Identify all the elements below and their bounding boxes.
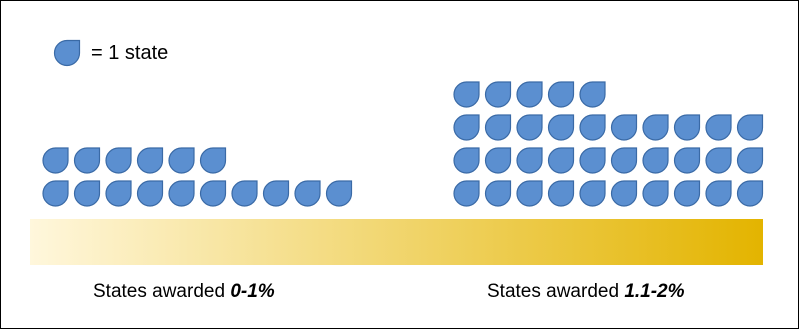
state-icon [453, 81, 480, 108]
legend-drop-icon [53, 39, 81, 67]
state-icon [168, 180, 195, 207]
state-icon [453, 114, 480, 141]
gradient-bar [30, 219, 763, 265]
state-icon [516, 180, 543, 207]
icon-group-0 [42, 147, 353, 207]
state-icon [73, 147, 101, 174]
state-icon [516, 147, 543, 174]
state-icon [516, 114, 543, 141]
state-icon [610, 180, 638, 207]
state-icon [516, 81, 543, 108]
state-icon [325, 180, 353, 207]
state-icon [42, 147, 69, 174]
state-icon [579, 180, 606, 207]
state-icon [547, 114, 575, 141]
state-icon [231, 180, 258, 207]
state-icon [484, 147, 512, 174]
state-icon [294, 180, 321, 207]
state-icon [673, 147, 701, 174]
legend: = 1 state [53, 38, 168, 68]
state-icon [168, 147, 195, 174]
state-icon [262, 180, 290, 207]
state-icon [736, 114, 764, 141]
icon-group-1 [453, 81, 764, 207]
state-icon [579, 114, 606, 141]
state-icon [673, 180, 701, 207]
state-icon [484, 81, 512, 108]
state-icon [105, 180, 132, 207]
state-icon [547, 180, 575, 207]
state-icon [136, 180, 164, 207]
state-icon [484, 180, 512, 207]
state-icon [642, 180, 669, 207]
state-icon [610, 114, 638, 141]
state-icon [673, 114, 701, 141]
legend-label: = 1 state [91, 41, 169, 64]
state-icon [484, 114, 512, 141]
state-icon [705, 147, 732, 174]
state-icon [136, 147, 164, 174]
icon-groups [42, 81, 764, 207]
category-label-1: States awarded 1.1-2% [487, 281, 685, 302]
state-icon [642, 147, 669, 174]
state-icon [73, 180, 101, 207]
state-icon [642, 114, 669, 141]
state-icon [42, 180, 69, 207]
category-label-0: States awarded 0-1% [93, 281, 275, 302]
state-icon [547, 147, 575, 174]
state-icon [736, 180, 764, 207]
state-icon [610, 147, 638, 174]
state-icon [199, 180, 227, 207]
state-icon [705, 114, 732, 141]
state-icon [453, 180, 480, 207]
state-icon [105, 147, 132, 174]
state-icon [579, 81, 606, 108]
state-icon [453, 147, 480, 174]
state-icon [547, 81, 575, 108]
state-icon [579, 147, 606, 174]
state-icon [736, 147, 764, 174]
state-icon [199, 147, 227, 174]
state-icon [705, 180, 732, 207]
